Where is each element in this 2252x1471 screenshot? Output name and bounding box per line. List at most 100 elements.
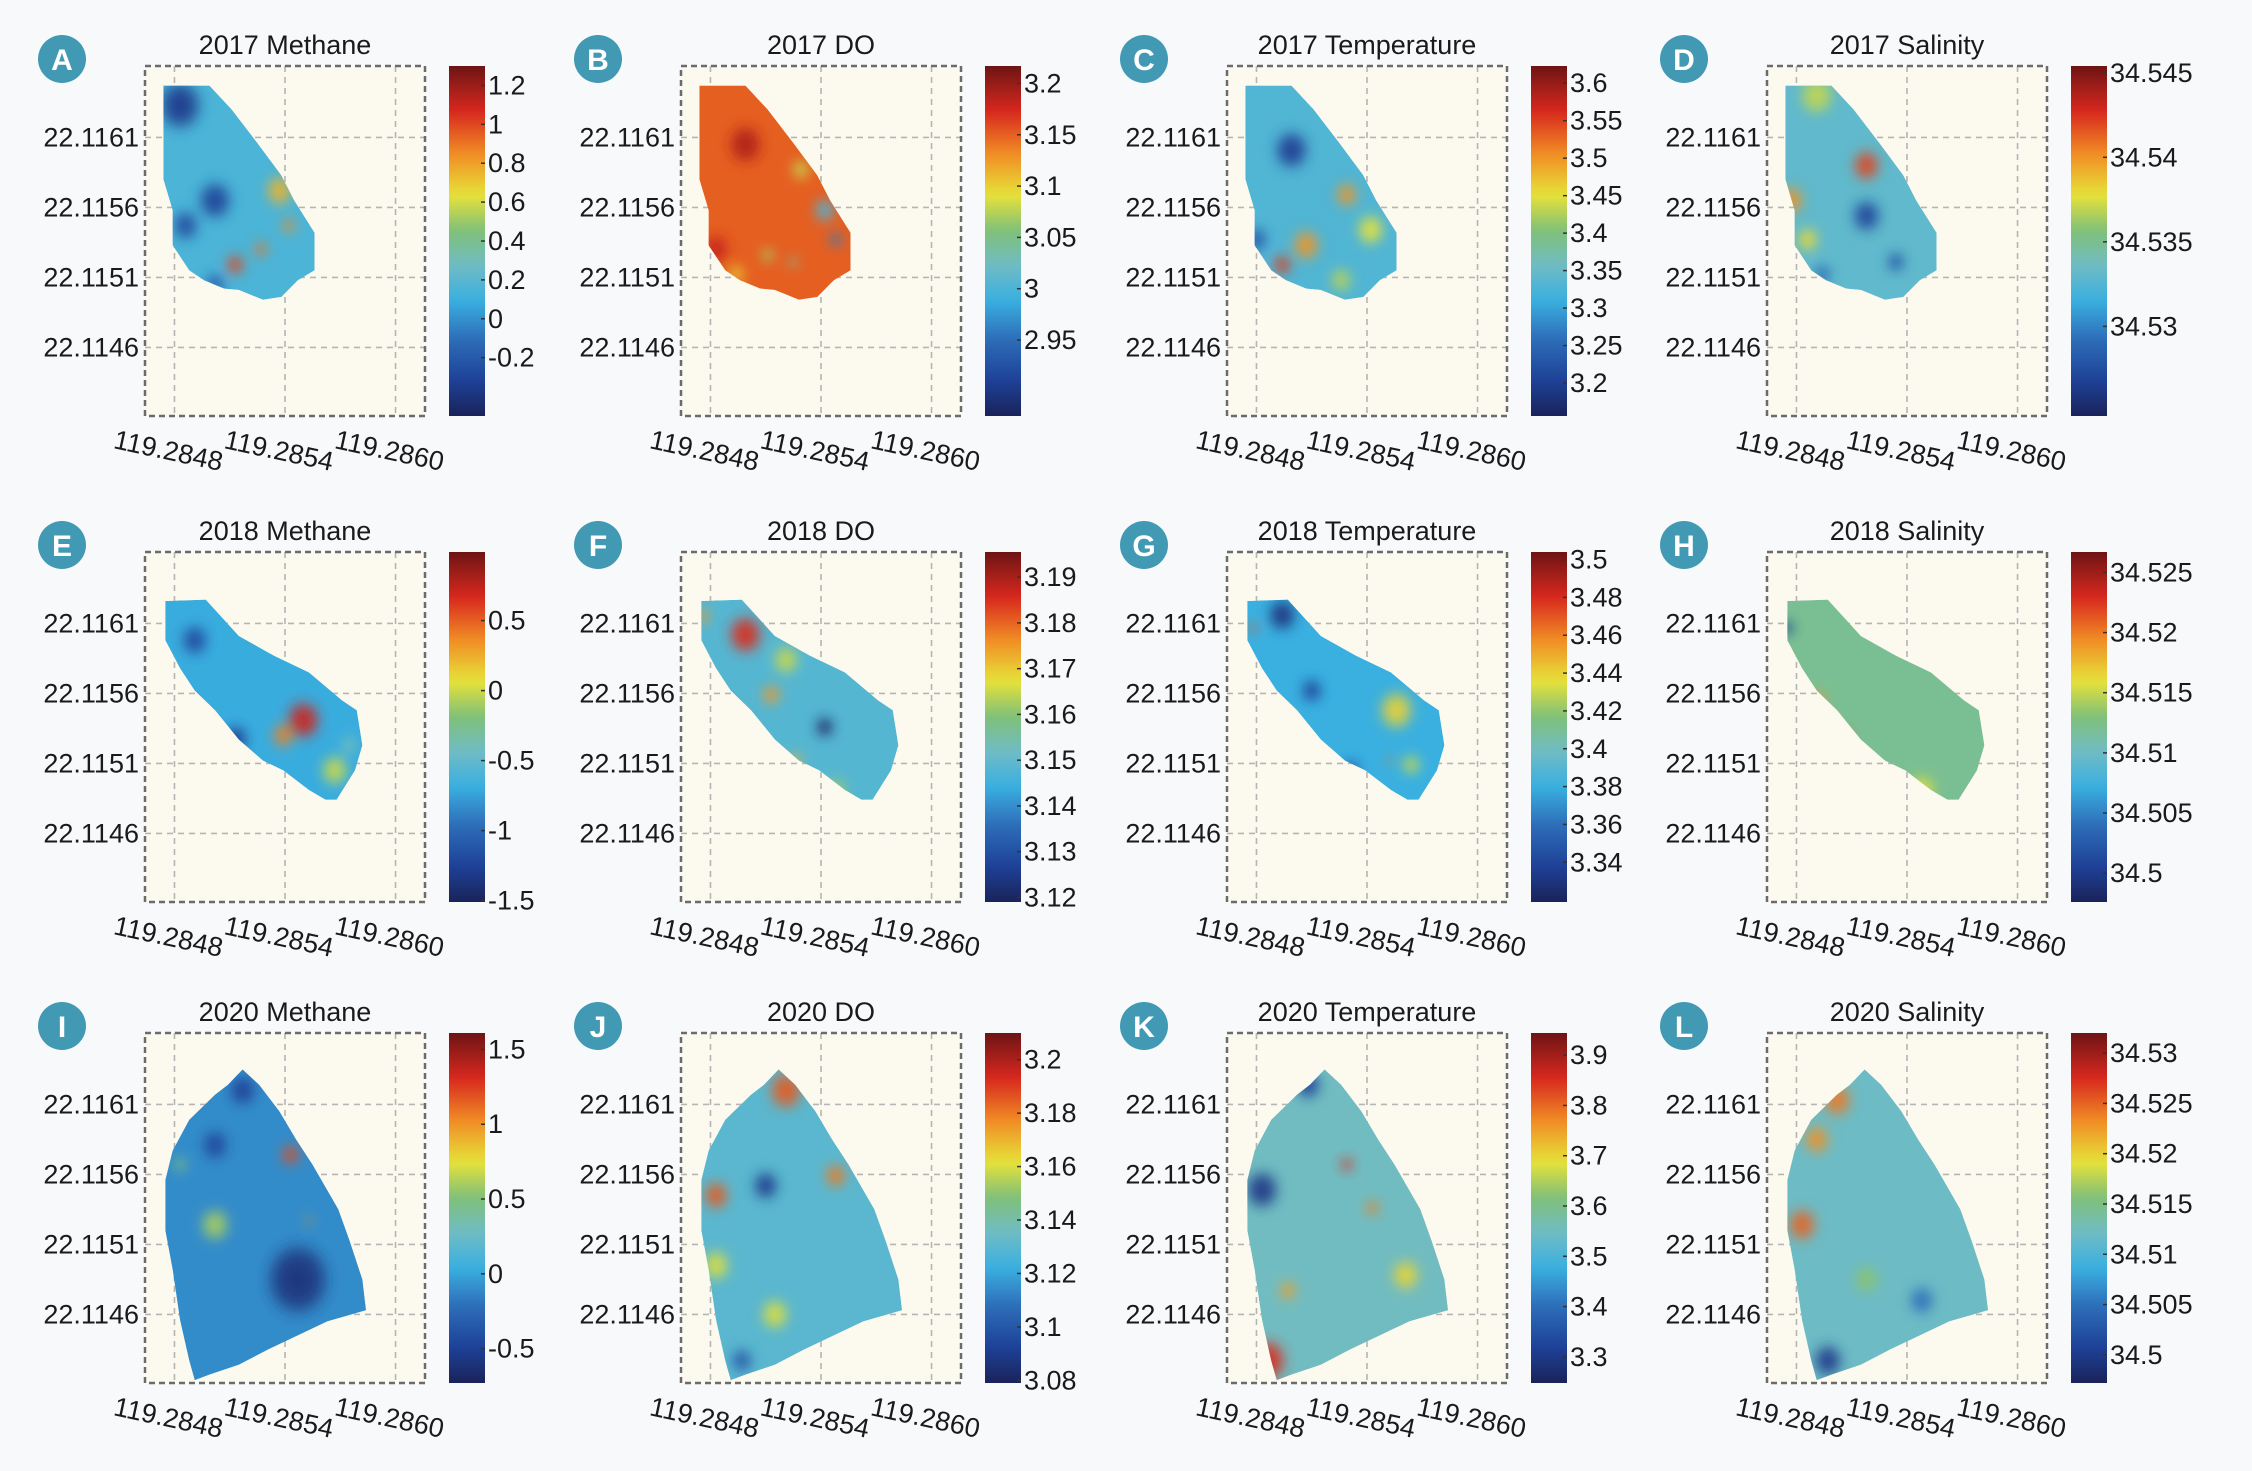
x-tick-label: 119.2848 — [111, 1392, 225, 1444]
badge-circle — [574, 521, 622, 569]
y-tick-label: 22.1146 — [43, 332, 139, 362]
y-tick-label: 22.1151 — [43, 748, 139, 778]
colorbar-tick-label: 34.525 — [2110, 557, 2193, 587]
panel-k: K 2020 Temperature 22.1161 22.1156 22.1151 22… — [1120, 997, 1608, 1444]
badge-letter: G — [1132, 530, 1155, 563]
heatmap-hotspot — [701, 607, 711, 625]
panel-title: 2017 Salinity — [1830, 30, 1985, 60]
colorbar-tick-label: -0.2 — [488, 343, 535, 373]
y-tick-label: 22.1161 — [579, 608, 675, 638]
colorbar: 3.19 3.18 3.17 3.16 3.15 3.14 3.13 3.12 — [985, 552, 1077, 912]
badge-letter: B — [587, 44, 609, 77]
colorbar-tick-label: 1 — [488, 1109, 503, 1139]
grid — [1227, 1033, 1507, 1383]
heatmap-hotspot — [1365, 1199, 1380, 1217]
colorbar-tick-label: 2.95 — [1024, 325, 1077, 355]
plot-frame — [679, 550, 963, 904]
heatmap-field — [1787, 1069, 1989, 1381]
y-tick-label: 22.1161 — [43, 122, 139, 152]
heatmap-hotspot — [280, 1143, 301, 1167]
heatmap-hotspot — [196, 179, 234, 222]
y-tick-label: 22.1151 — [1665, 1229, 1761, 1259]
colorbar-tick-label: 3.45 — [1570, 181, 1623, 211]
colorbar-tick-label: 3.18 — [1024, 608, 1077, 638]
colorbar: 34.525 34.52 34.515 34.51 34.505 34.5 — [2071, 552, 2193, 902]
colorbar-tick-label: -1 — [488, 816, 512, 846]
colorbar-tick-label: 34.525 — [2110, 1088, 2193, 1118]
heatmap-hotspot — [760, 1297, 790, 1332]
x-tick-label: 119.2848 — [1193, 911, 1307, 963]
panel-badge: L — [1660, 1002, 1708, 1050]
y-tick-label: 22.1156 — [579, 678, 675, 708]
badge-letter: F — [589, 530, 607, 563]
colorbar-tick-label: 34.53 — [2110, 1038, 2178, 1068]
panel-title: 2018 Temperature — [1258, 516, 1477, 546]
y-tick-label: 22.1161 — [1125, 1089, 1221, 1119]
x-tick-label: 119.2848 — [647, 425, 761, 477]
heatmap-base — [165, 599, 363, 800]
y-tick-label: 22.1156 — [1665, 678, 1761, 708]
heatmap-hotspot — [1886, 250, 1906, 274]
colorbar-tick-label: 34.51 — [2110, 738, 2178, 768]
y-tick-label: 22.1151 — [1665, 748, 1761, 778]
heatmap-hotspot — [1907, 1284, 1936, 1317]
plot-frame — [1765, 550, 2049, 904]
heatmap-hotspot — [1387, 756, 1395, 765]
heatmap-hotspot — [727, 613, 764, 656]
heatmap-hotspot — [1273, 128, 1310, 172]
y-tick-label: 22.1146 — [43, 818, 139, 848]
colorbar-tick-label: 3.16 — [1024, 1152, 1077, 1182]
heatmap-hotspot — [1291, 228, 1321, 263]
heatmap-hotspot — [814, 715, 835, 739]
colorbar-tick-label: 3.6 — [1570, 68, 1608, 98]
panel-f: F 2018 DO 22.1161 22.1156 22.1151 22.1146 119.… — [574, 516, 1077, 963]
x-tick-label: 119.2854 — [222, 1392, 336, 1444]
colorbar-tick-label: 34.515 — [2110, 678, 2193, 708]
heatmap-hotspot — [1852, 1263, 1881, 1296]
colorbar-tick-label: 0.8 — [488, 148, 526, 178]
x-tick-label: 119.2848 — [647, 1392, 761, 1444]
colorbar-tick-label: 3.15 — [1024, 745, 1077, 775]
y-tick-label: 22.1146 — [43, 1299, 139, 1329]
heatmap-hotspot — [790, 158, 811, 182]
colorbar-tick-label: 0 — [488, 676, 503, 706]
badge-circle — [38, 521, 86, 569]
heatmap-hotspot — [1795, 226, 1820, 254]
badge-circle — [1120, 521, 1168, 569]
heatmap-base — [1787, 1069, 1989, 1381]
colorbar-tick-label: 3.36 — [1570, 809, 1623, 839]
y-tick-label: 22.1146 — [1125, 332, 1221, 362]
colorbar-tick-label: 3.12 — [1024, 882, 1077, 912]
x-tick-label: 119.2848 — [1733, 1392, 1847, 1444]
colorbar-tick-label: 0 — [488, 1259, 503, 1289]
colorbar-tick-label: 1.2 — [488, 70, 526, 100]
colorbar-gradient — [1531, 552, 1567, 902]
colorbar-tick-label: 3.35 — [1570, 256, 1623, 286]
colorbar-tick-label: 3.14 — [1024, 791, 1077, 821]
heatmap-hotspot — [1334, 181, 1359, 209]
colorbar-tick-label: 3.5 — [1570, 1241, 1608, 1271]
colorbar: 3.9 3.8 3.7 3.6 3.5 3.4 3.3 — [1531, 1033, 1608, 1383]
x-tick-label: 119.2854 — [758, 911, 872, 963]
y-tick-label: 22.1156 — [43, 1159, 139, 1189]
colorbar-tick-label: 3.19 — [1024, 562, 1077, 592]
colorbar-tick-label: 3.46 — [1570, 620, 1623, 650]
y-tick-label: 22.1146 — [579, 332, 675, 362]
colorbar: 34.53 34.525 34.52 34.515 34.51 34.505 34.5 — [2071, 1033, 2193, 1383]
heatmap-hotspot — [760, 246, 775, 264]
colorbar: 0.5 0 -0.5 -1 -1.5 — [449, 552, 535, 916]
heatmap-hotspot — [163, 85, 204, 133]
colorbar-gradient — [2071, 1033, 2107, 1383]
heatmap-hotspot — [1272, 253, 1293, 277]
panel-title: 2020 Temperature — [1258, 997, 1477, 1027]
badge-circle — [1660, 1002, 1708, 1050]
heatmap-hotspot — [1329, 266, 1353, 294]
heatmap-hotspot — [1787, 1206, 1818, 1243]
badge-circle — [1660, 35, 1708, 83]
colorbar-gradient — [449, 552, 485, 902]
colorbar-tick-label: 34.545 — [2110, 58, 2193, 88]
heatmap-hotspot — [1798, 85, 1836, 117]
colorbar-gradient — [985, 552, 1021, 902]
heatmap-hotspot — [339, 733, 360, 757]
colorbar-tick-label: 3.13 — [1024, 837, 1077, 867]
